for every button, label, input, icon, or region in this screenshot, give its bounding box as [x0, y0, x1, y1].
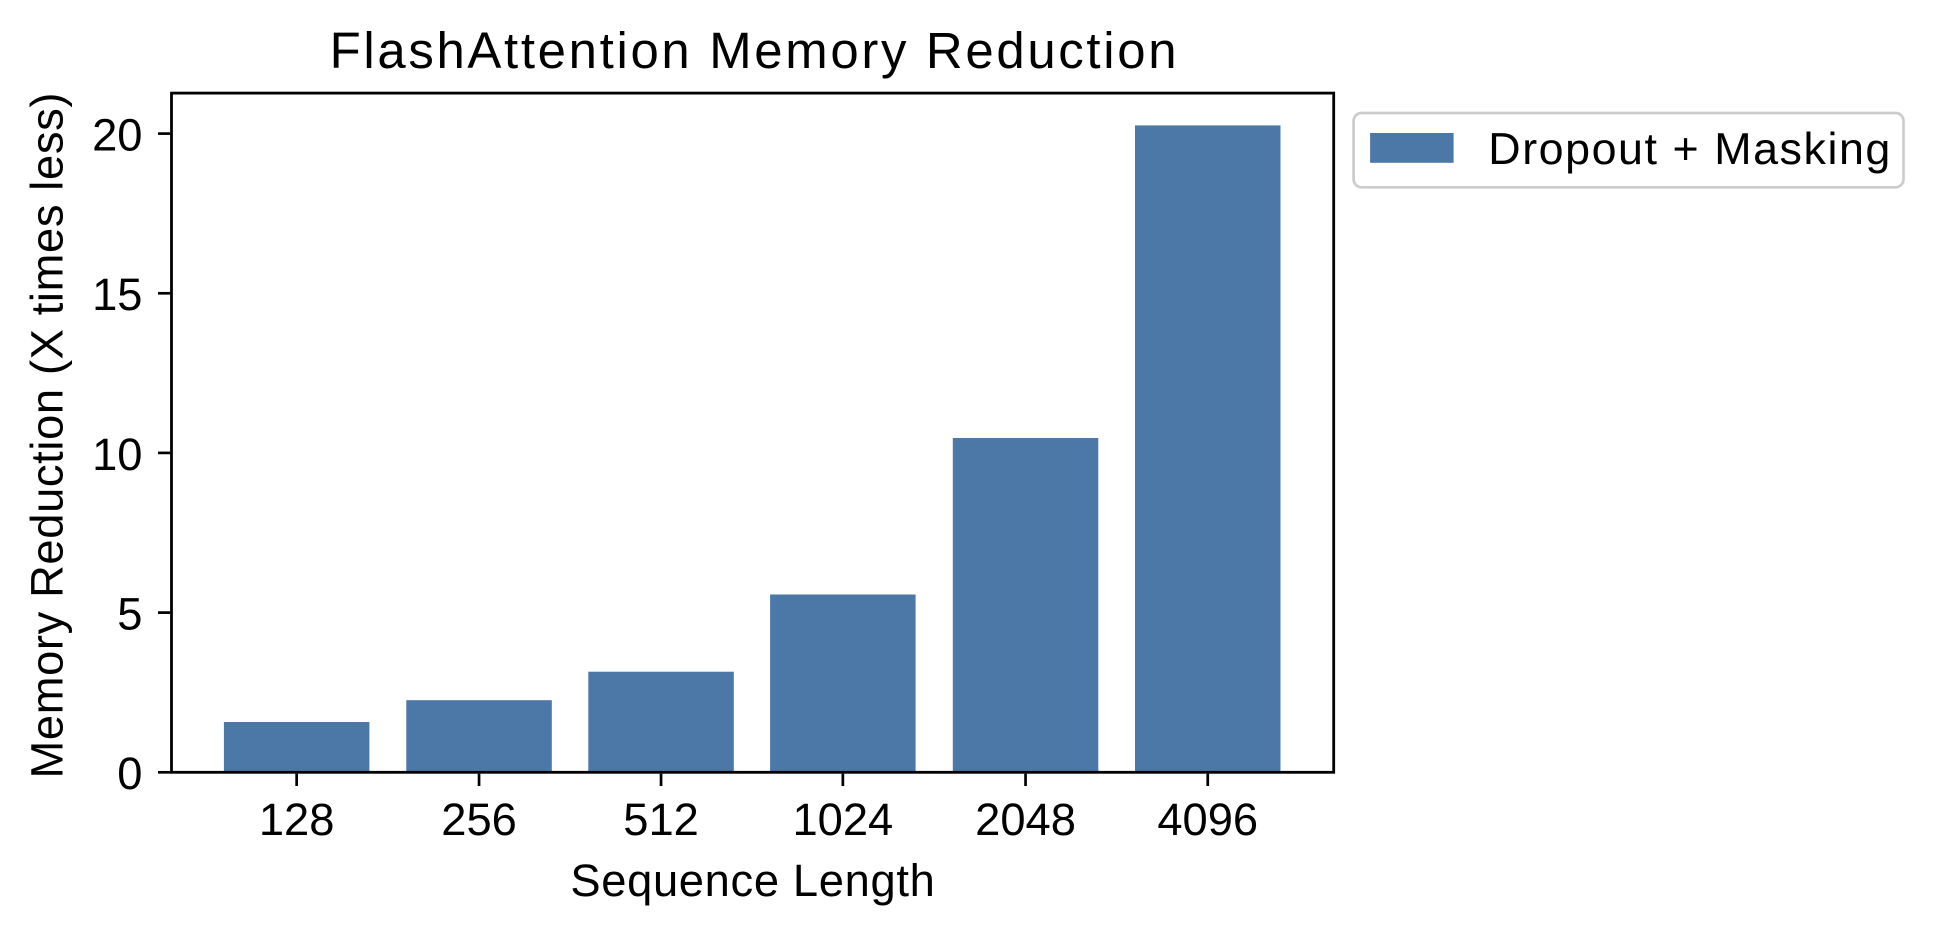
- svg-text:15: 15: [92, 269, 142, 320]
- svg-text:512: 512: [623, 794, 699, 845]
- svg-text:FlashAttention Memory Reductio: FlashAttention Memory Reduction: [330, 22, 1180, 79]
- svg-text:128: 128: [259, 794, 335, 845]
- svg-text:4096: 4096: [1157, 794, 1258, 845]
- svg-text:20: 20: [92, 110, 142, 161]
- svg-text:10: 10: [92, 429, 142, 480]
- svg-text:5: 5: [117, 589, 142, 640]
- svg-text:Sequence Length: Sequence Length: [570, 855, 935, 906]
- svg-text:Dropout + Masking: Dropout + Masking: [1488, 124, 1892, 174]
- svg-text:2048: 2048: [975, 794, 1076, 845]
- svg-text:256: 256: [441, 794, 517, 845]
- svg-text:Memory Reduction (X times less: Memory Reduction (X times less): [22, 92, 73, 779]
- svg-text:0: 0: [117, 748, 142, 799]
- svg-text:1024: 1024: [792, 794, 893, 845]
